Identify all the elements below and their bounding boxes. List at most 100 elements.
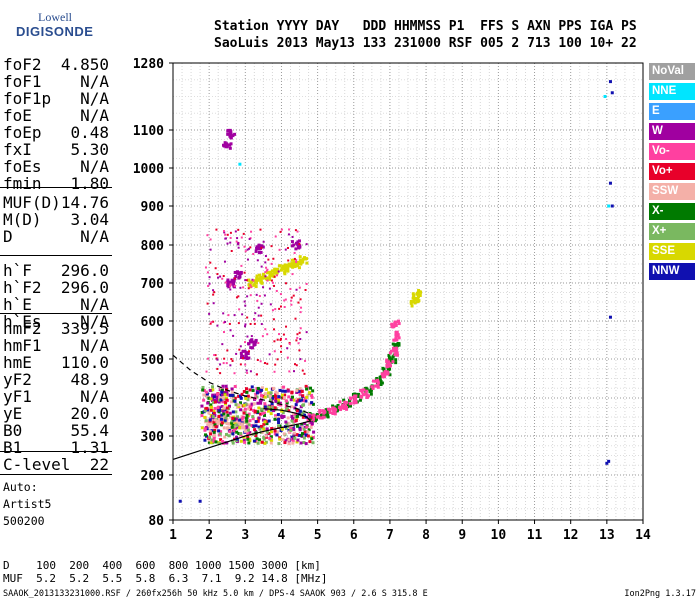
echo-point (352, 399, 356, 403)
echo-point (298, 426, 302, 430)
echo-point (239, 408, 243, 412)
x-tick-label: 8 (422, 528, 430, 543)
echo-point (379, 375, 383, 379)
echo-point (224, 433, 228, 437)
echo-point (233, 425, 237, 429)
echo-point (268, 277, 272, 281)
echo-point (228, 430, 232, 434)
x-tick-label: 7 (386, 528, 394, 543)
echo-point (226, 281, 230, 285)
echo-point (231, 134, 235, 138)
echo-point (299, 358, 302, 361)
echo-point (284, 408, 288, 412)
echo-point (225, 398, 229, 402)
echo-point (269, 391, 273, 395)
echo-point (260, 407, 264, 411)
echo-point (249, 340, 253, 344)
echo-point (301, 260, 305, 264)
echo-point (332, 409, 336, 413)
x-tick-label: 12 (563, 528, 579, 543)
echo-point (238, 308, 241, 311)
param-label: fxI (3, 140, 32, 159)
echo-point (415, 299, 419, 303)
param-row-yf1: yF1 N/A (3, 387, 109, 406)
echo-point (283, 299, 286, 302)
echo-point (286, 416, 290, 420)
echo-point (287, 395, 291, 399)
echo-point (284, 426, 288, 430)
echo-point (252, 252, 255, 255)
param-row-hf2: h`F2 296.0 (3, 278, 109, 297)
echo-point (206, 420, 210, 424)
echo-point (248, 405, 252, 409)
echo-point (300, 398, 304, 402)
echo-point (239, 351, 243, 355)
param-value: N/A (80, 336, 109, 355)
param-value: N/A (80, 89, 109, 108)
echo-point (246, 352, 250, 356)
echo-point (240, 422, 244, 426)
echo-point (222, 144, 226, 148)
echo-point (294, 317, 297, 320)
echo-point (237, 295, 240, 298)
echo-point (212, 420, 216, 424)
echo-point (269, 270, 273, 274)
echo-point (263, 294, 266, 297)
echo-point (361, 388, 365, 392)
echo-point (216, 395, 220, 399)
echo-point (318, 416, 322, 420)
echo-point (221, 440, 225, 444)
echo-point (291, 417, 295, 421)
echo-point (229, 132, 233, 136)
echo-point (226, 128, 230, 132)
echo-point (273, 350, 276, 353)
echo-point (255, 437, 259, 441)
echo-point (212, 430, 216, 434)
echo-point (296, 240, 300, 244)
echo-point (279, 403, 283, 407)
echo-point (198, 499, 202, 503)
echo-point (276, 430, 280, 434)
echo-point (310, 401, 314, 405)
echo-point (299, 262, 303, 266)
echo-point (301, 369, 304, 372)
legend-item-noval: NoVal (649, 63, 695, 80)
echo-point (243, 429, 247, 433)
echo-point (292, 434, 296, 438)
echo-point (414, 296, 418, 300)
echo-point (295, 261, 299, 265)
echo-point (239, 396, 243, 400)
echo-point (243, 440, 247, 444)
echo-point (298, 243, 301, 246)
echo-point (361, 393, 365, 397)
echo-point (226, 413, 230, 417)
echo-point (338, 400, 342, 404)
param-row-hes: h`Es N/A (3, 312, 109, 331)
echo-point (211, 388, 215, 392)
echo-point (294, 403, 298, 407)
echo-point (328, 410, 332, 414)
echo-point (234, 417, 238, 421)
echo-point (381, 375, 385, 379)
echo-point (257, 243, 261, 247)
echo-point (309, 425, 313, 429)
y-tick-label: 800 (141, 239, 165, 254)
echo-point (295, 409, 299, 413)
echo-point (286, 269, 290, 273)
echo-point (345, 405, 349, 409)
echo-point (251, 389, 255, 393)
echo-point (294, 419, 298, 423)
echo-point (211, 415, 215, 419)
echo-point (214, 267, 217, 270)
echo-point (211, 393, 215, 397)
echo-point (273, 275, 276, 278)
param-value: N/A (80, 72, 109, 91)
echo-point (279, 337, 282, 340)
echo-point (607, 459, 611, 463)
param-label: foE (3, 106, 32, 125)
echo-point (245, 419, 249, 423)
echo-point (352, 401, 356, 405)
echo-point (274, 399, 278, 403)
echo-point (290, 390, 294, 394)
echo-point (206, 234, 209, 237)
